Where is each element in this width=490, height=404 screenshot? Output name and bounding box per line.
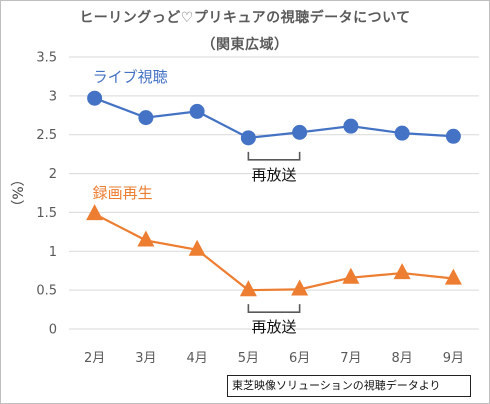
series-line-1 bbox=[94, 97, 454, 139]
rerun-bracket bbox=[247, 304, 301, 313]
data-point bbox=[445, 128, 461, 144]
chart-title: ヒーリングっど♡プリキュアの視聴データについて bbox=[79, 10, 411, 26]
data-point bbox=[292, 124, 308, 140]
chart-subtitle: （関東広域） bbox=[201, 37, 289, 53]
data-point bbox=[87, 90, 103, 106]
series-line-2 bbox=[94, 213, 454, 292]
rerun-bracket bbox=[247, 151, 301, 161]
data-point bbox=[188, 239, 206, 256]
data-point bbox=[137, 230, 155, 247]
y-tick-label: 0 bbox=[49, 323, 57, 338]
data-point bbox=[342, 267, 360, 284]
data-point bbox=[189, 103, 205, 119]
y-tick-label: 2.5 bbox=[36, 128, 57, 143]
data-point bbox=[86, 204, 104, 221]
data-point bbox=[239, 280, 257, 297]
data-point bbox=[343, 118, 359, 134]
y-tick-label: 0.5 bbox=[36, 284, 57, 299]
x-tick-label: 6月 bbox=[289, 351, 310, 366]
x-tick-label: 3月 bbox=[135, 351, 156, 366]
data-point bbox=[393, 263, 411, 280]
data-point bbox=[138, 110, 154, 126]
series-label-1: ライブ視聴 bbox=[93, 68, 168, 86]
data-point bbox=[444, 268, 462, 285]
source-note: 東芝映像ソリューションの視聴データより bbox=[227, 375, 471, 397]
x-tick-label: 9月 bbox=[443, 351, 464, 366]
series-label-2: 録画再生 bbox=[93, 184, 153, 202]
y-tick-label: 3 bbox=[49, 89, 57, 104]
data-point bbox=[291, 279, 309, 296]
data-point bbox=[394, 125, 410, 141]
y-tick-label: 1 bbox=[49, 245, 57, 260]
rerun-note: 再放送 bbox=[251, 166, 296, 184]
x-tick-label: 2月 bbox=[84, 351, 105, 366]
y-axis-label: （%） bbox=[11, 172, 27, 213]
y-tick-label: 3.5 bbox=[36, 51, 57, 66]
x-tick-label: 7月 bbox=[340, 351, 361, 366]
x-tick-label: 5月 bbox=[238, 351, 259, 366]
x-tick-label: 4月 bbox=[186, 351, 207, 366]
x-tick-label: 8月 bbox=[391, 351, 412, 366]
rerun-note: 再放送 bbox=[251, 318, 296, 336]
data-point bbox=[240, 130, 256, 146]
y-tick-label: 2 bbox=[49, 167, 57, 182]
y-tick-label: 1.5 bbox=[36, 206, 57, 221]
